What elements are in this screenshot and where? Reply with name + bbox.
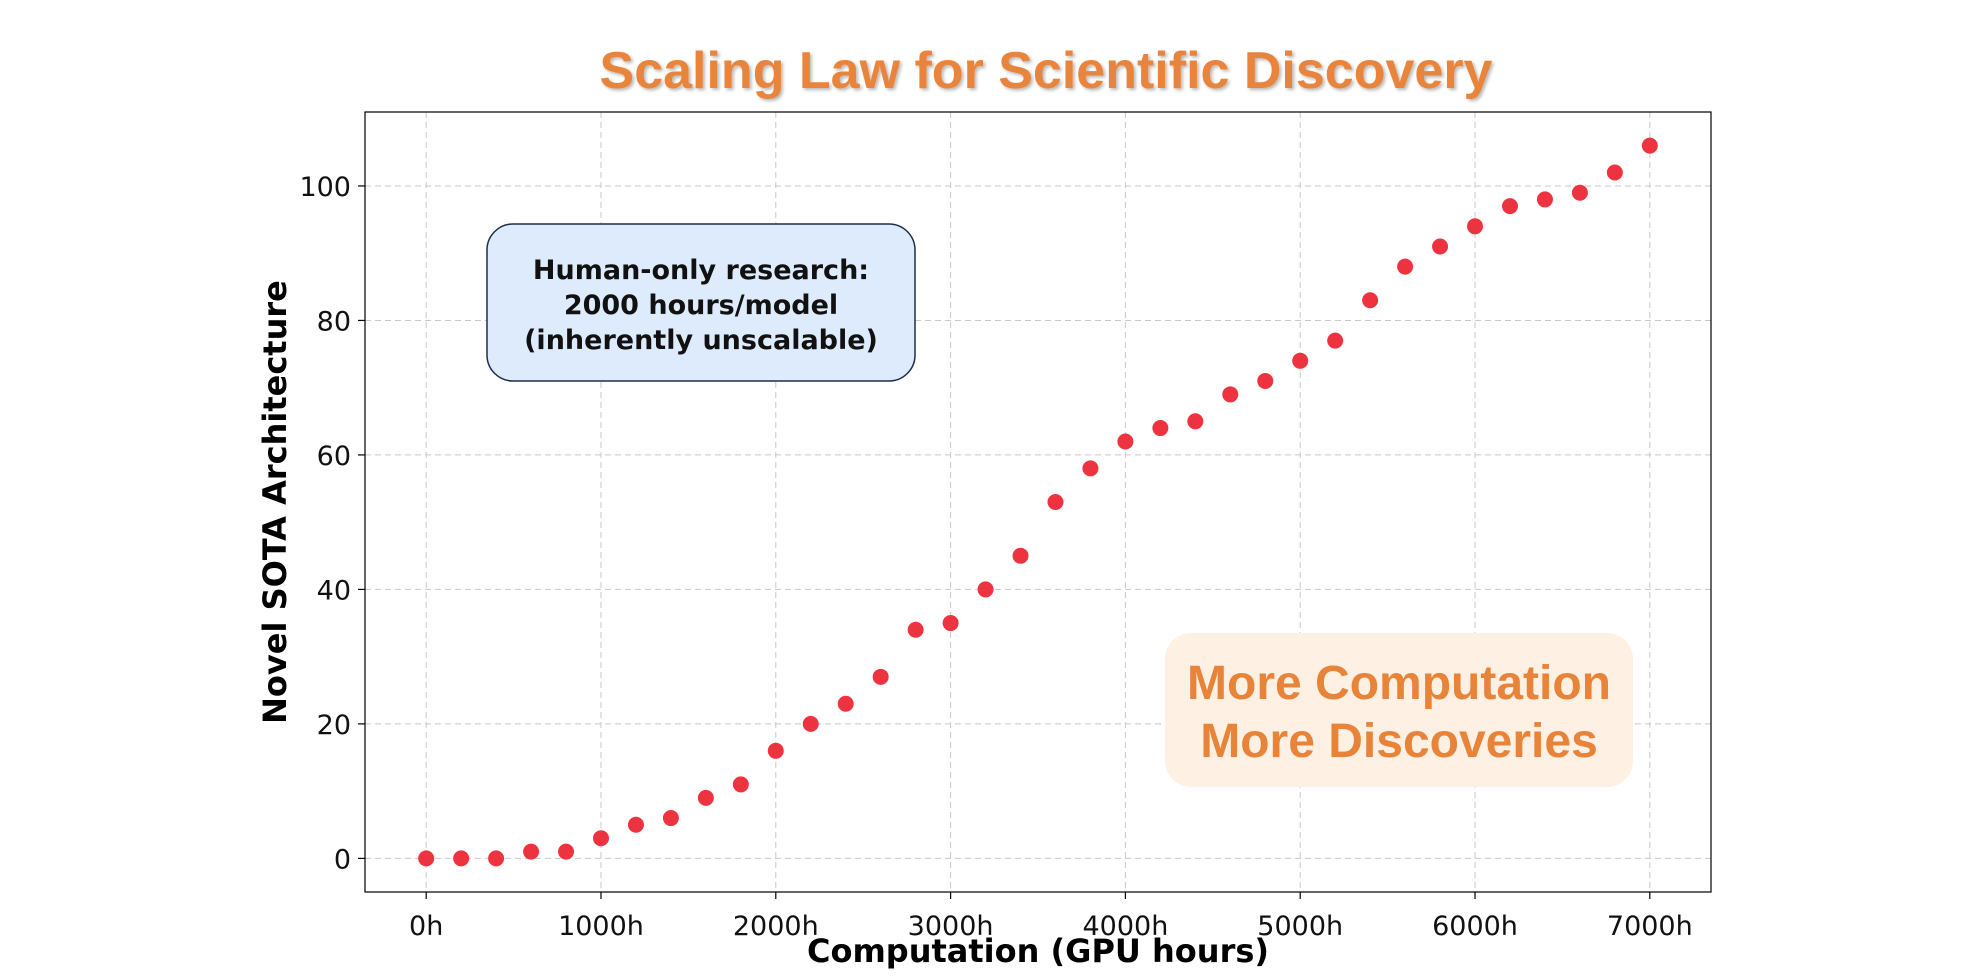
data-point — [837, 695, 854, 712]
banner-line-1: More Computation — [1187, 657, 1611, 710]
data-point — [1117, 433, 1134, 450]
data-point — [1012, 547, 1029, 564]
note-box — [486, 223, 916, 382]
data-point — [1362, 292, 1379, 309]
x-tick-label: 3000h — [908, 911, 994, 942]
note-line-2: 2000 hours/model — [564, 290, 838, 321]
data-point — [627, 816, 644, 833]
y-tick-label: 60 — [317, 441, 351, 472]
y-tick-label: 100 — [299, 172, 351, 203]
data-point — [488, 850, 505, 867]
data-point — [1257, 372, 1274, 389]
y-tick-label: 0 — [334, 844, 351, 875]
x-tick-label: 4000h — [1082, 911, 1168, 942]
banner-line-2: More Discoveries — [1200, 715, 1598, 768]
data-point — [1606, 164, 1623, 181]
note-line-1: Human-only research: — [533, 255, 869, 286]
data-point — [1082, 460, 1099, 477]
axis-ticks: 0h 1000h 2000h 3000h 4000h 5000h 6000h 7000h 0 20… — [299, 172, 1692, 942]
data-point — [1571, 184, 1588, 201]
x-tick-label: 7000h — [1607, 911, 1693, 942]
data-point — [1152, 420, 1169, 437]
data-point — [1467, 218, 1484, 235]
data-point — [767, 742, 784, 759]
data-point — [1501, 198, 1518, 215]
data-point — [592, 830, 609, 847]
note-line-3: (inherently unscalable) — [524, 325, 878, 356]
data-point — [662, 810, 679, 827]
banner-box — [1165, 633, 1633, 787]
plot-frame — [364, 111, 1712, 893]
x-tick-label: 5000h — [1257, 911, 1343, 942]
data-point — [732, 776, 749, 793]
data-point — [558, 843, 575, 860]
x-tick-label: 6000h — [1432, 911, 1518, 942]
data-point — [418, 850, 435, 867]
data-point — [1397, 258, 1414, 275]
x-tick-label: 0h — [409, 911, 443, 942]
x-axis-label: Computation (GPU hours) — [807, 932, 1269, 970]
data-point — [697, 789, 714, 806]
data-point — [872, 668, 889, 685]
data-point — [907, 621, 924, 638]
data-points — [418, 137, 1658, 867]
data-point — [1432, 238, 1449, 255]
data-point — [1641, 137, 1658, 154]
data-point — [1327, 332, 1344, 349]
annotation-scaling-banner: More Computation More Discoveries — [1165, 633, 1633, 787]
data-point — [523, 843, 540, 860]
data-point — [1222, 386, 1239, 403]
y-axis-label: Novel SOTA Architecture — [256, 280, 294, 724]
data-point — [1187, 413, 1204, 430]
x-tick-label: 2000h — [733, 911, 819, 942]
annotation-human-only-note: Human-only research: 2000 hours/model (i… — [486, 223, 916, 382]
chart-title: Scaling Law for Scientific Discovery — [600, 42, 1493, 100]
data-point — [1536, 191, 1553, 208]
data-point — [942, 615, 959, 632]
x-tick-label: 1000h — [558, 911, 644, 942]
data-point — [1047, 494, 1064, 510]
y-tick-label: 40 — [317, 575, 351, 606]
y-tick-label: 20 — [317, 710, 351, 741]
data-point — [802, 715, 819, 732]
y-tick-label: 80 — [317, 306, 351, 337]
data-point — [1292, 352, 1309, 369]
data-point — [453, 850, 470, 867]
data-point — [977, 581, 994, 598]
